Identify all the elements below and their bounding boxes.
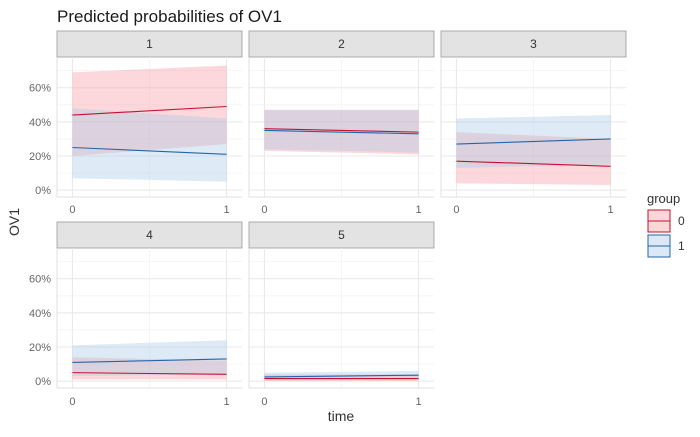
x-axis-title: time xyxy=(328,408,355,424)
legend-label-0: 0 xyxy=(678,214,685,228)
ribbon-group-1 xyxy=(72,108,227,182)
y-tick-label: 0% xyxy=(35,185,51,197)
panel-4: 40%20%40%60%0 1 xyxy=(29,221,243,408)
x-tick-label: 0 xyxy=(261,396,267,408)
x-tick-label: 1 xyxy=(608,204,614,216)
line-group-0 xyxy=(264,128,419,133)
x-tick-label: 0 xyxy=(69,396,75,408)
y-tick-label: 20% xyxy=(29,151,51,163)
x-tick-label: 0 xyxy=(261,204,267,216)
line-group-1 xyxy=(456,138,611,145)
x-tick-label: 0 xyxy=(69,204,75,216)
panel-5: 5 0 1 xyxy=(248,221,435,408)
strip-5 xyxy=(248,221,435,249)
panels: 10%20%40%60%0 120 130 140%20%40%60%0 150 1 xyxy=(29,30,627,408)
y-tick-label: 20% xyxy=(29,342,51,354)
strip-2 xyxy=(248,30,435,58)
x-tick-label: 1 xyxy=(416,396,422,408)
y-tick-label: 0% xyxy=(35,376,51,388)
x-tick-label: 1 xyxy=(416,204,422,216)
strip-4 xyxy=(56,221,243,249)
ribbon-group-1 xyxy=(264,109,419,153)
legend: group 0 1 xyxy=(647,191,685,258)
strip-label: 1 xyxy=(146,37,153,51)
line-group-0 xyxy=(72,105,227,116)
strip-label: 2 xyxy=(338,37,345,51)
y-tick-label: 60% xyxy=(29,274,51,286)
legend-title: group xyxy=(647,191,680,206)
ribbon-group-1 xyxy=(72,340,227,377)
y-axis-title: OV1 xyxy=(6,208,22,236)
strip-label: 4 xyxy=(146,228,153,242)
strip-1 xyxy=(56,30,243,58)
panel-1: 1 0% 20% 40% 60% 0 1 xyxy=(29,30,243,216)
line-group-1 xyxy=(264,374,419,378)
strip-3 xyxy=(440,30,627,58)
ribbon-group-0 xyxy=(456,132,611,186)
line-group-0 xyxy=(456,160,611,167)
y-tick-label: 40% xyxy=(29,117,51,129)
line-group-0 xyxy=(72,372,227,375)
line-group-1 xyxy=(264,129,419,135)
chart-title: Predicted probabilities of OV1 xyxy=(57,7,282,26)
line-group-1 xyxy=(72,358,227,363)
panel-3: 3 0 1 xyxy=(440,30,627,216)
y-tick-label: 40% xyxy=(29,308,51,320)
y-tick-label: 60% xyxy=(29,83,51,95)
legend-label-1: 1 xyxy=(678,239,685,253)
x-tick-label: 1 xyxy=(224,204,230,216)
line-group-1 xyxy=(72,146,227,155)
x-tick-label: 0 xyxy=(453,204,459,216)
strip-label: 3 xyxy=(530,37,537,51)
panel-2: 2 0 1 xyxy=(248,30,435,216)
strip-label: 5 xyxy=(338,228,345,242)
x-tick-label: 1 xyxy=(224,396,230,408)
